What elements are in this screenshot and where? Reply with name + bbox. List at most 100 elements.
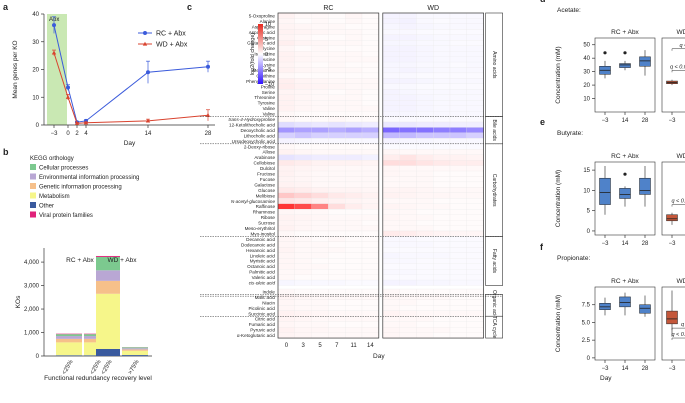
legend-swatch [30, 164, 36, 170]
heatmap-cell [382, 220, 400, 226]
heatmap-cell [466, 310, 484, 317]
heatmap-cell [399, 198, 417, 204]
section-label: Carbohydrates [491, 174, 497, 207]
heatmap-cell [328, 72, 346, 79]
heatmap-cell [466, 110, 484, 117]
heatmap-cell [399, 40, 417, 46]
heatmap-cell [277, 220, 295, 226]
heatmap-cell [416, 18, 434, 25]
heatmap-cell [345, 220, 363, 226]
heatmap-cell [449, 170, 467, 177]
metabolite-label: Myristic acid [250, 259, 276, 264]
heatmap-cell [294, 187, 312, 193]
heatmap-cell [328, 299, 346, 306]
heatmap-cell [433, 149, 451, 155]
heatmap-cell [277, 263, 295, 270]
heatmap-cell [328, 305, 346, 311]
heatmap-cell [466, 29, 484, 35]
heatmap-cell [466, 18, 484, 25]
heatmap-cell [416, 332, 434, 339]
heatmap-cell [416, 61, 434, 68]
metabolite-label: Allose [262, 150, 275, 155]
heatmap-cell [433, 78, 451, 84]
heatmap-cell [466, 83, 484, 90]
y-tick-label: 40 [32, 12, 39, 18]
heatmap-cell [449, 110, 467, 117]
metabolite-label: 12-Ketolithocholic acid [229, 122, 275, 127]
heatmap-cell [294, 18, 312, 25]
heatmap-cell [294, 176, 312, 183]
heatmap-cell [433, 51, 451, 57]
heatmap-cell [294, 192, 312, 199]
heatmap-cell [382, 165, 400, 172]
heatmap-cell [399, 121, 417, 128]
heatmap-cell [449, 127, 467, 133]
legend-title: KEGG orthology [30, 156, 74, 162]
heatmap-cell [361, 258, 379, 264]
heatmap-cell [399, 61, 417, 68]
heatmap-cell [294, 110, 312, 117]
heatmap-cell [361, 203, 379, 210]
heatmap-cell [345, 100, 363, 106]
data-point [52, 23, 56, 28]
heatmap-cell [416, 192, 434, 199]
heatmap-cell [328, 198, 346, 204]
heatmap-cell [311, 274, 329, 281]
heatmap-cell [361, 170, 379, 177]
heatmap-frame [277, 12, 380, 339]
heatmap-cell [399, 247, 417, 253]
heatmap-cell [294, 279, 312, 286]
x-tick-label: −3 [669, 241, 677, 247]
heatmap-cell [433, 160, 451, 166]
heatmap-cell [382, 192, 400, 199]
heatmap-cell [277, 203, 295, 210]
heatmap-cell [466, 121, 484, 128]
heatmap-cell [328, 236, 346, 242]
heatmap-cell [361, 209, 379, 215]
heatmap-cell [345, 263, 363, 270]
heatmap-cell [416, 258, 434, 264]
heatmap-cell [294, 294, 312, 301]
heatmap-cell [361, 241, 379, 248]
x-tick-label: 28 [205, 131, 212, 137]
section-label: Amino acids [491, 51, 497, 79]
heatmap-cell [466, 274, 484, 281]
heatmap-cell [466, 67, 484, 74]
heatmap-cell [433, 67, 451, 74]
heatmap-cell [466, 78, 484, 84]
heatmap-cell [416, 247, 434, 253]
heatmap-cell [466, 149, 484, 155]
heatmap-cell [433, 127, 451, 133]
heatmap-cell [416, 72, 434, 79]
metabolite-label: Serine [262, 90, 276, 95]
heatmap-cell [433, 203, 451, 210]
heatmap-cell [328, 138, 346, 144]
heatmap-cell [277, 67, 295, 74]
heatmap-cell [345, 209, 363, 215]
heatmap-cell [328, 149, 346, 155]
data-point [83, 120, 89, 125]
heatmap-cell [433, 138, 451, 144]
heatmap-cell [399, 56, 417, 63]
heatmap-cell [277, 214, 295, 221]
metabolite-label: Fumaric acid [249, 322, 276, 327]
heatmap-cell [399, 241, 417, 248]
heatmap-cell [399, 316, 417, 322]
stacked-bar-segment [122, 355, 148, 356]
significance-label: q < 0.05 [671, 199, 685, 205]
heatmap-cell [294, 327, 312, 333]
heatmap-cell [345, 332, 363, 339]
heatmap-cell [361, 269, 379, 275]
metabolite-label: Fructose [257, 172, 275, 177]
heatmap-cell [416, 116, 434, 123]
heatmap-cell [449, 165, 467, 172]
heatmap-cell [433, 72, 451, 79]
heatmap-cell [449, 18, 467, 25]
x-tick-label: 4 [84, 131, 88, 137]
heatmap-cell [361, 67, 379, 74]
heatmap-cell [382, 247, 400, 253]
heatmap-cell [328, 61, 346, 68]
heatmap-cell [382, 209, 400, 215]
heatmap-cell [416, 288, 434, 295]
heatmap-cell [345, 51, 363, 57]
